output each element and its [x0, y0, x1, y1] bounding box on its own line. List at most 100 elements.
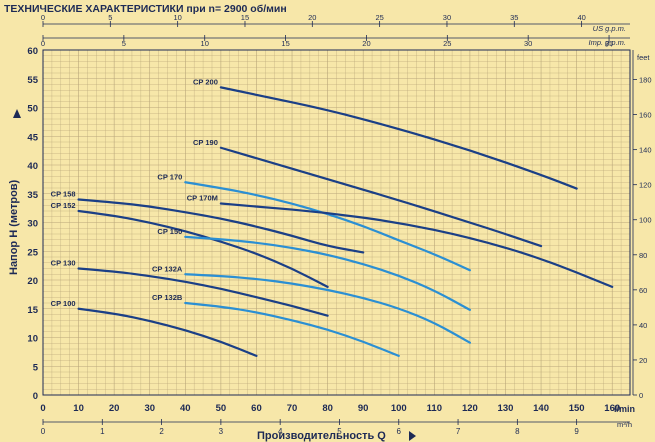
imp-gpm-tick-label: 35 — [605, 39, 613, 48]
x-tick-label: 130 — [498, 403, 514, 414]
us-gpm-tick-label: 5 — [108, 13, 112, 22]
curve-cp130 — [77, 267, 329, 317]
series-label: CP 130 — [51, 259, 76, 268]
m3h-tick-label: 0 — [41, 427, 46, 436]
series-label: CP 132A — [152, 264, 183, 273]
series-label: CP 100 — [51, 299, 76, 308]
curve-cp100 — [77, 307, 258, 357]
m3h-tick-label: 7 — [456, 427, 461, 436]
y-tick-label: 15 — [27, 305, 38, 316]
axes — [42, 23, 634, 423]
imp-gpm-tick-label: 25 — [443, 39, 451, 48]
m3h-tick-label: 6 — [397, 427, 402, 436]
us-gpm-tick-label: 0 — [41, 13, 45, 22]
m3h-tick-label: 8 — [515, 427, 520, 436]
x-tick-label: 120 — [462, 403, 478, 414]
series-label: CP 152 — [51, 201, 76, 210]
x-axis-arrow-icon — [409, 431, 416, 441]
feet-tick-label: 160 — [639, 111, 652, 120]
x-tick-label: 10 — [73, 403, 84, 414]
plot-frame — [42, 49, 631, 396]
series-label: CP 150 — [157, 227, 182, 236]
series-labels: CP 200 CP 190 CP 170 CP 170M CP 158 CP 152 CP … — [51, 77, 218, 307]
us-gpm-tick-label: 15 — [241, 13, 249, 22]
x-tick-label: 60 — [251, 403, 262, 414]
x-tick-label: 150 — [569, 403, 585, 414]
curve-cp170m — [219, 202, 614, 288]
chart-title: ТЕХНИЧЕСКИЕ ХАРАКТЕРИСТИКИ при n= 2900 о… — [4, 3, 287, 15]
imp-gpm-tick-label: 0 — [41, 39, 45, 48]
x-tick-label: 160 — [604, 403, 620, 414]
curve-cp158 — [77, 198, 365, 254]
y-tick-label: 50 — [27, 104, 38, 115]
series-label: CP 170 — [157, 172, 182, 181]
us-gpm-tick-label: 10 — [173, 13, 181, 22]
y-axis-title: Напор H (метров) — [8, 179, 20, 275]
feet-tick-label: 80 — [639, 251, 647, 260]
curve-cp132b — [184, 301, 400, 357]
x-tick-label: 140 — [533, 403, 549, 414]
y-tick-label: 35 — [27, 190, 38, 201]
curve-cp200 — [219, 86, 578, 190]
feet-tick-label: 100 — [639, 216, 652, 225]
series-label: CP 190 — [193, 138, 218, 147]
us-gpm-tick-label: 35 — [510, 13, 518, 22]
series-label: CP 200 — [193, 77, 218, 86]
x-tick-label: 50 — [216, 403, 227, 414]
curve-cp152 — [77, 209, 329, 288]
tick-labels: 0 10 20 30 40 50 60 70 80 90 100 110 120 130 140 150 160… — [27, 13, 651, 436]
x-tick-label: 70 — [287, 403, 298, 414]
series-label: CP 158 — [51, 190, 76, 199]
curves — [77, 86, 614, 357]
y-tick-label: 30 — [27, 219, 38, 230]
x-tick-label: 40 — [180, 403, 191, 414]
curve-cp132a — [184, 273, 472, 344]
y-tick-label: 60 — [27, 46, 38, 57]
curve-cp150 — [184, 235, 472, 311]
y-axis-arrow-icon — [13, 109, 21, 118]
y-tick-label: 20 — [27, 276, 38, 287]
feet-label: feet — [637, 53, 650, 62]
m3h-tick-label: 5 — [337, 427, 342, 436]
x-tick-label: 0 — [40, 403, 45, 414]
m3h-tick-label: 1 — [100, 427, 105, 436]
grid — [42, 49, 631, 396]
y-tick-label: 45 — [27, 132, 38, 143]
m3h-label: m³/h — [617, 420, 632, 429]
y-tick-label: 55 — [27, 75, 38, 86]
feet-tick-label: 140 — [639, 146, 652, 155]
lmin-label: l/min — [614, 404, 635, 414]
imp-gpm-tick-label: 10 — [201, 39, 209, 48]
us-gpm-tick-label: 30 — [443, 13, 451, 22]
imp-gpm-tick-label: 15 — [281, 39, 289, 48]
feet-tick-label: 0 — [639, 391, 643, 400]
feet-tick-label: 60 — [639, 286, 647, 295]
x-tick-label: 90 — [358, 403, 369, 414]
x-axis-title: Производительность Q — [257, 430, 386, 442]
curve-cp190 — [219, 146, 543, 248]
m3h-tick-label: 3 — [219, 427, 224, 436]
imp-gpm-tick-label: 5 — [122, 39, 126, 48]
m3h-tick-label: 2 — [159, 427, 164, 436]
imp-gpm-tick-label: 30 — [524, 39, 532, 48]
feet-tick-label: 180 — [639, 76, 652, 85]
y-tick-label: 5 — [33, 362, 39, 373]
m3h-tick-label: 4 — [278, 427, 283, 436]
us-gpm-tick-label: 20 — [308, 13, 316, 22]
feet-tick-label: 120 — [639, 181, 652, 190]
series-label: CP 132B — [152, 293, 183, 302]
x-tick-label: 30 — [144, 403, 155, 414]
y-tick-label: 40 — [27, 161, 38, 172]
series-label: CP 170M — [187, 194, 218, 203]
m3h-tick-label: 9 — [574, 427, 579, 436]
x-tick-label: 80 — [322, 403, 333, 414]
x-tick-label: 20 — [109, 403, 120, 414]
curve-cp170 — [184, 181, 472, 272]
feet-tick-label: 20 — [639, 356, 647, 365]
y-tick-label: 10 — [27, 334, 38, 345]
imp-gpm-label: Imp. g.p.m. — [588, 38, 626, 47]
imp-gpm-tick-label: 20 — [362, 39, 370, 48]
x-tick-label: 100 — [391, 403, 407, 414]
us-gpm-tick-label: 40 — [577, 13, 585, 22]
